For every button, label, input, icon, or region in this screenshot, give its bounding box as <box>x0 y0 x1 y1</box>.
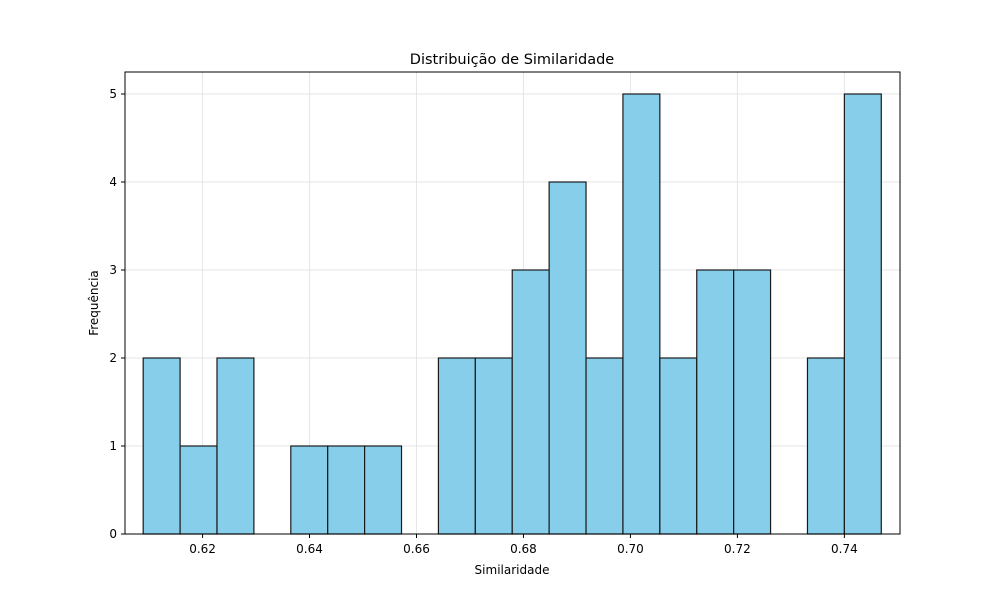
histogram-bar <box>290 445 329 535</box>
histogram-bar <box>806 357 845 535</box>
histogram-bar <box>511 269 550 535</box>
histogram-bar <box>585 357 624 535</box>
y-axis-ticks: 0 1 2 3 4 5 <box>109 87 125 541</box>
x-axis-label: Similaridade <box>475 563 550 577</box>
histogram-bar <box>843 93 882 535</box>
plot-frame <box>124 71 901 535</box>
histogram-bar <box>474 357 513 535</box>
histogram-bar <box>142 357 181 535</box>
histogram-bar <box>327 445 366 535</box>
x-tick-label: 0.64 <box>296 542 323 556</box>
y-tick-label: 4 <box>109 175 117 189</box>
histogram-bar <box>216 357 255 535</box>
histogram-bar <box>364 445 403 535</box>
y-tick-label: 2 <box>109 351 117 365</box>
x-tick-label: 0.74 <box>831 542 858 556</box>
x-tick-label: 0.68 <box>510 542 537 556</box>
y-tick-label: 3 <box>109 263 117 277</box>
histogram-bars <box>142 93 882 535</box>
y-tick-label: 0 <box>109 527 117 541</box>
histogram-bar <box>696 269 735 535</box>
histogram-bar <box>179 445 218 535</box>
y-axis-label: Frequência <box>87 270 101 336</box>
histogram-bar <box>622 93 661 535</box>
histogram-bar <box>733 269 772 535</box>
chart-title: Distribuição de Similaridade <box>410 52 615 68</box>
histogram-bar <box>659 357 698 535</box>
x-tick-label: 0.70 <box>617 542 644 556</box>
histogram-bar <box>437 357 476 535</box>
x-tick-label: 0.62 <box>189 542 216 556</box>
x-tick-label: 0.66 <box>403 542 430 556</box>
x-axis-ticks: 0.62 0.64 0.66 0.68 0.70 0.72 0.74 <box>189 534 858 556</box>
x-tick-label: 0.72 <box>724 542 751 556</box>
y-tick-label: 5 <box>109 87 117 101</box>
y-tick-label: 1 <box>109 439 117 453</box>
histogram-bar <box>548 181 587 535</box>
